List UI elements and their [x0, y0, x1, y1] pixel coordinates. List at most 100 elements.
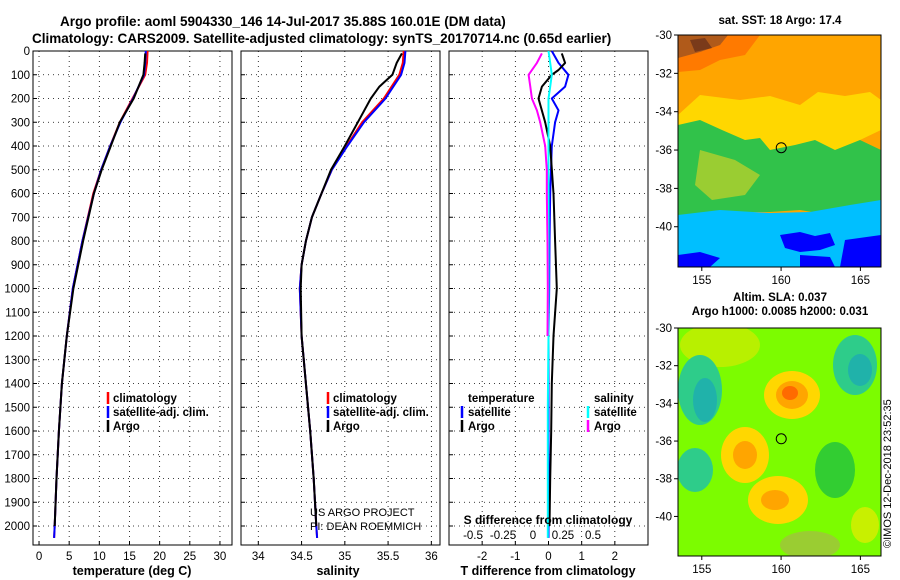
difference-panel: -2 -1 0 1 2 -0.5 -0.25 0 0.25 0.5 T difference f…: [448, 50, 649, 578]
x-tick-label: 0: [36, 551, 42, 563]
x-tick-labels-T: -2 -1 0 1 2: [477, 551, 618, 563]
map-frame: [677, 34, 882, 268]
x-tick-label: 1: [578, 551, 584, 563]
x-tick-label: 15: [123, 551, 136, 563]
legend-label-satellite: satellite-adj. clim.: [113, 407, 209, 419]
legend-label-T-argo: Argo: [468, 421, 495, 433]
y-tick-label: 500: [11, 165, 30, 177]
y-tick-label: 0: [24, 46, 30, 58]
lon-tick-label: 155: [692, 275, 711, 287]
y-tick-label: 200: [11, 94, 30, 106]
series-line-s-argo: [527, 52, 549, 337]
map-frame: [677, 327, 882, 557]
x-tick-label-S: -0.25: [490, 530, 516, 542]
lat-tick-label: -30: [655, 30, 672, 42]
legend-title-temperature: temperature: [468, 393, 534, 405]
legend-label-S-argo: Argo: [594, 421, 621, 433]
x-axis-label-T: T difference from climatology: [460, 564, 635, 578]
y-tick-labels: 0 100 200 300 400 500 600 700 800 900 1000 1100 1200…: [4, 46, 30, 533]
x-tick-label: 2: [612, 551, 618, 563]
legend-title-salinity: salinity: [594, 393, 634, 405]
x-tick-label-S: 0.5: [585, 530, 601, 542]
x-tick-label: -1: [510, 551, 520, 563]
y-tick-label: 2000: [4, 521, 30, 533]
x-tick-label: 25: [183, 551, 196, 563]
legend-label-argo: Argo: [113, 421, 140, 433]
x-tick-label: 35.5: [377, 551, 399, 563]
y-tick-label: 1100: [5, 307, 30, 319]
argo-position-marker: [775, 142, 787, 154]
series-line-t-argo: [537, 53, 567, 527]
y-tick-label: 900: [11, 260, 30, 272]
y-tick-label: 1700: [4, 450, 30, 462]
y-tick-label: 1600: [4, 426, 30, 438]
legend-label-T-satellite: satellite: [468, 407, 511, 419]
chart-subtitle: Climatology: CARS2009. Satellite-adjuste…: [32, 31, 611, 46]
legend-label-S-satellite: satellite: [594, 407, 637, 419]
x-tick-label: 20: [153, 551, 166, 563]
legend: climatology satellite-adj. clim. Argo: [326, 392, 429, 433]
series-line-argo: [299, 52, 403, 527]
y-tick-label: 600: [11, 189, 30, 201]
series-lines: [298, 50, 407, 538]
plot-frame: [32, 50, 233, 546]
y-tick-label: 300: [11, 117, 30, 129]
x-tick-label: 10: [93, 551, 106, 563]
y-tick-label: 1000: [4, 284, 30, 296]
imos-timestamp: ©IMOS 12-Dec-2018 23:52:35: [882, 399, 894, 548]
argo-position-marker: [775, 433, 787, 445]
x-tick-label: 30: [214, 551, 227, 563]
chart-title: Argo profile: aoml 5904330_146 14-Jul-20…: [60, 14, 506, 29]
lat-tick-label: -36: [655, 145, 672, 157]
x-axis-label: temperature (deg C): [73, 564, 192, 578]
lat-tick-labels: -30 -32 -34 -36 -38 -40: [655, 323, 678, 523]
y-tick-label: 1400: [4, 379, 30, 391]
series-line-argo: [53, 53, 147, 527]
lat-tick-label: -40: [655, 222, 672, 234]
legend-label-argo: Argo: [333, 421, 360, 433]
lat-tick-label: -32: [655, 68, 672, 80]
sla-map-title: Altim. SLA: 0.037: [733, 292, 827, 304]
x-tick-label: 34.5: [290, 551, 312, 563]
credit-pi: PI: DEAN ROEMMICH: [310, 521, 421, 533]
lat-tick-label: -38: [655, 183, 672, 195]
y-tick-label: 1900: [4, 497, 30, 509]
series-lines: [527, 50, 570, 538]
x-tick-label: -2: [477, 551, 487, 563]
lat-tick-label: -34: [655, 107, 672, 119]
lat-tick-label: -34: [655, 398, 672, 410]
x-tick-label-S: -0.5: [463, 530, 483, 542]
sst-map-title: sat. SST: 18 Argo: 17.4: [719, 15, 843, 27]
lat-tick-labels: -30 -32 -34 -36 -38 -40: [655, 30, 678, 234]
x-tick-label: 34: [252, 551, 265, 563]
legend-label-satellite: satellite-adj. clim.: [333, 407, 429, 419]
sla-map-subtitle: Argo h1000: 0.0085 h2000: 0.031: [692, 306, 869, 318]
lon-tick-label: 160: [771, 564, 790, 576]
lon-tick-label: 155: [692, 564, 711, 576]
gridlines: [241, 50, 440, 545]
credit-project: US ARGO PROJECT: [310, 507, 415, 519]
lat-tick-label: -32: [655, 361, 672, 373]
sla-map-panel: Altim. SLA: 0.037 Argo h1000: 0.0085 h20…: [655, 292, 882, 576]
x-tick-label: 0: [545, 551, 551, 563]
legend: climatology satellite-adj. clim. Argo: [106, 392, 209, 433]
lon-tick-label: 165: [851, 275, 870, 287]
sla-field: [678, 328, 881, 556]
gridlines: [449, 50, 648, 545]
legend-label-climatology: climatology: [333, 393, 398, 405]
temperature-panel: 0100200300400500600700800900100011001200…: [4, 46, 233, 578]
sst-field: [678, 35, 881, 267]
lat-tick-label: -30: [655, 323, 672, 335]
x-tick-labels: 34 34.5 35 35.5 36: [252, 551, 438, 563]
x-tick-label-S: 0.25: [552, 530, 574, 542]
series-line-s-satellite: [546, 50, 553, 538]
legend-label-climatology: climatology: [113, 393, 178, 405]
lon-tick-labels: 155 160 165: [692, 267, 870, 287]
x-axis-label: salinity: [316, 564, 359, 578]
x-tick-labels-S: -0.5 -0.25 0 0.25 0.5: [463, 530, 601, 542]
lon-tick-labels: 155 160 165: [692, 556, 870, 576]
x-tick-labels: 0 5 10 15 20 25 30: [36, 551, 227, 563]
x-tick-label: 5: [66, 551, 72, 563]
y-tick-label: 1800: [4, 474, 30, 486]
